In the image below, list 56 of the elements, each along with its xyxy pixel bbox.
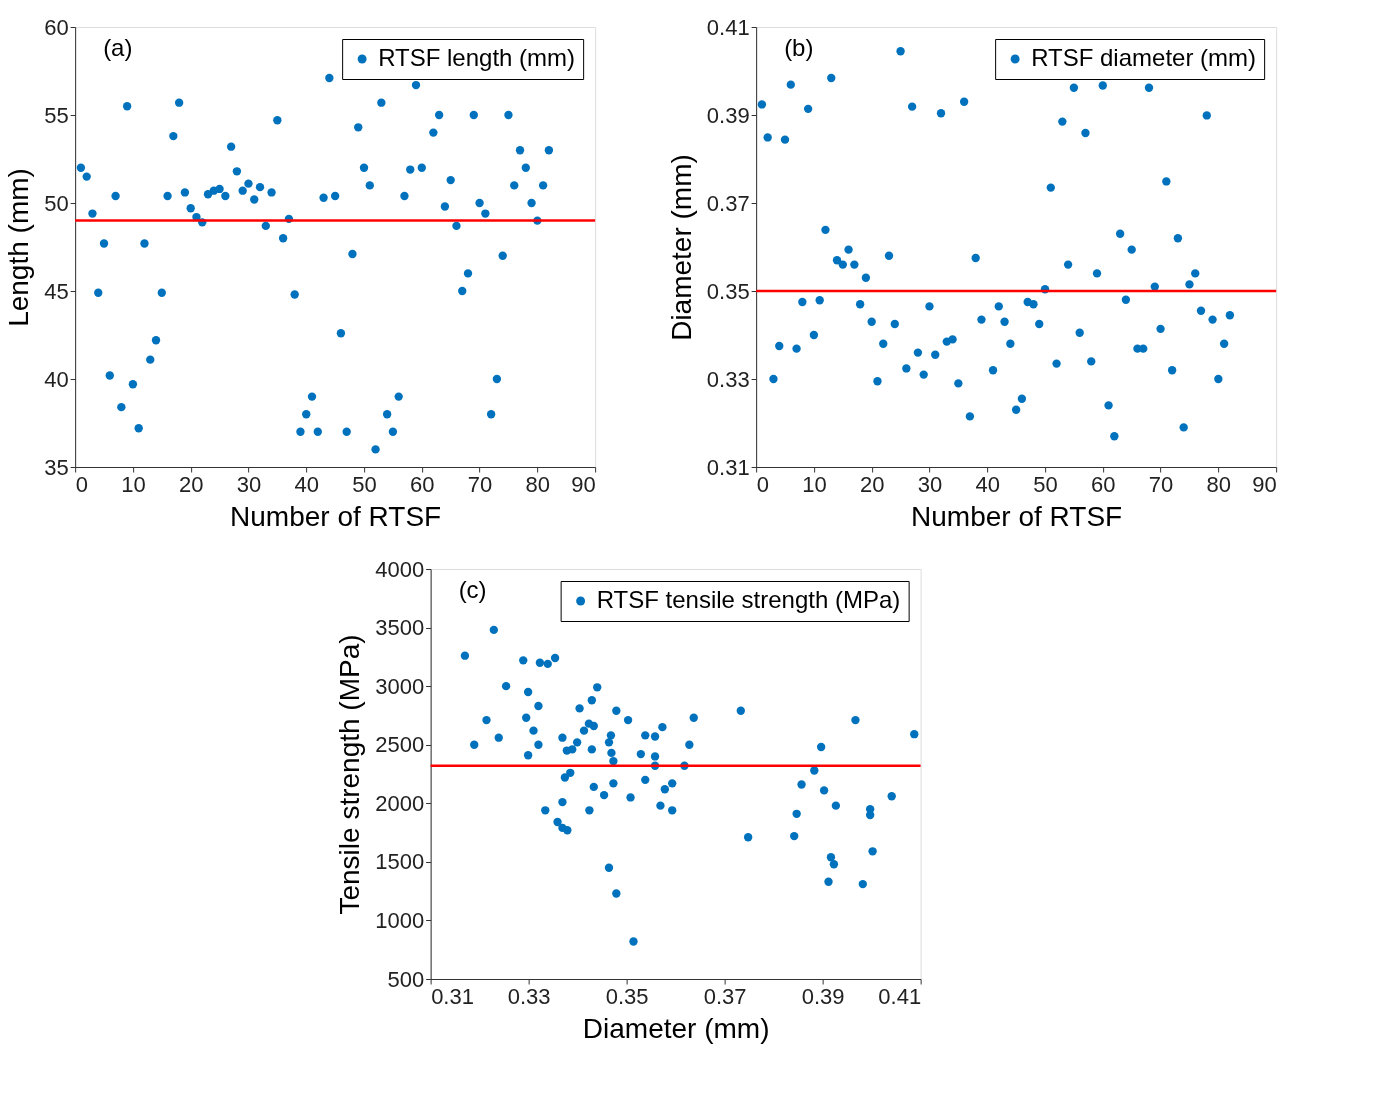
legend-label: RTSF diameter (mm) <box>1031 44 1257 71</box>
x-tick-label: 20 <box>178 471 204 497</box>
x-tick-label: 50 <box>1033 471 1058 497</box>
y-tick-label: 1500 <box>375 849 425 875</box>
y-tick-label: 1000 <box>375 907 425 933</box>
y-tick-label: 4000 <box>375 556 425 582</box>
legend-label: RTSF tensile strength (MPa) <box>596 586 901 613</box>
y-tick-label: 0.33 <box>706 366 750 392</box>
x-tick-label: 80 <box>1206 471 1232 497</box>
annotation: (a) <box>103 34 133 61</box>
x-tick-label: 90 <box>1252 471 1277 497</box>
y-tick-label: 55 <box>44 102 69 128</box>
x-tick-label: 0.31 <box>431 983 474 1009</box>
x-tick-label: 30 <box>236 471 262 497</box>
y-axis-title: Length (mm) <box>3 168 35 327</box>
y-axis-title: Diameter (mm) <box>665 154 697 341</box>
annotation: (c) <box>458 576 487 603</box>
x-tick-label: 0.33 <box>507 983 551 1009</box>
y-tick-label: 500 <box>387 966 425 992</box>
x-tick-label: 70 <box>467 471 493 497</box>
x-tick-label: 0.35 <box>605 983 649 1009</box>
x-tick-label: 10 <box>121 471 146 497</box>
x-axis-title: Number of RTSF <box>230 500 442 532</box>
x-tick-label: 70 <box>1148 471 1174 497</box>
y-tick-label: 0.41 <box>706 14 750 40</box>
x-tick-label: 40 <box>294 471 319 497</box>
legend-label: RTSF length (mm) <box>378 44 576 71</box>
x-tick-label: 20 <box>859 471 885 497</box>
y-tick-label: 3000 <box>375 673 425 699</box>
x-axis-title: Number of RTSF <box>911 500 1123 532</box>
y-tick-label: 60 <box>44 14 69 40</box>
x-tick-label: 50 <box>352 471 377 497</box>
x-tick-label: 60 <box>1091 471 1116 497</box>
x-tick-label: 30 <box>917 471 943 497</box>
x-tick-label: 0 <box>756 471 769 497</box>
y-tick-label: 0.35 <box>706 278 750 304</box>
y-tick-label: 0.31 <box>706 454 750 480</box>
y-tick-label: 0.39 <box>706 102 750 128</box>
x-tick-label: 40 <box>975 471 1000 497</box>
x-tick-label: 80 <box>525 471 551 497</box>
y-tick-label: 50 <box>44 190 69 216</box>
y-tick-label: 2000 <box>375 790 425 816</box>
annotation: (b) <box>784 34 814 61</box>
y-tick-label: 40 <box>44 366 69 392</box>
x-axis-title: Diameter (mm) <box>582 1012 770 1044</box>
x-tick-label: 0.41 <box>878 983 922 1009</box>
y-tick-label: 0.37 <box>706 190 750 216</box>
y-tick-label: 45 <box>44 278 69 304</box>
x-tick-label: 90 <box>571 471 596 497</box>
x-tick-label: 0.39 <box>801 983 845 1009</box>
y-tick-label: 3500 <box>375 615 425 641</box>
y-axis-title: Tensile strength (MPa) <box>334 634 366 915</box>
x-tick-label: 0 <box>75 471 88 497</box>
y-tick-label: 2500 <box>375 732 425 758</box>
x-tick-label: 10 <box>802 471 827 497</box>
y-tick-label: 35 <box>44 454 69 480</box>
